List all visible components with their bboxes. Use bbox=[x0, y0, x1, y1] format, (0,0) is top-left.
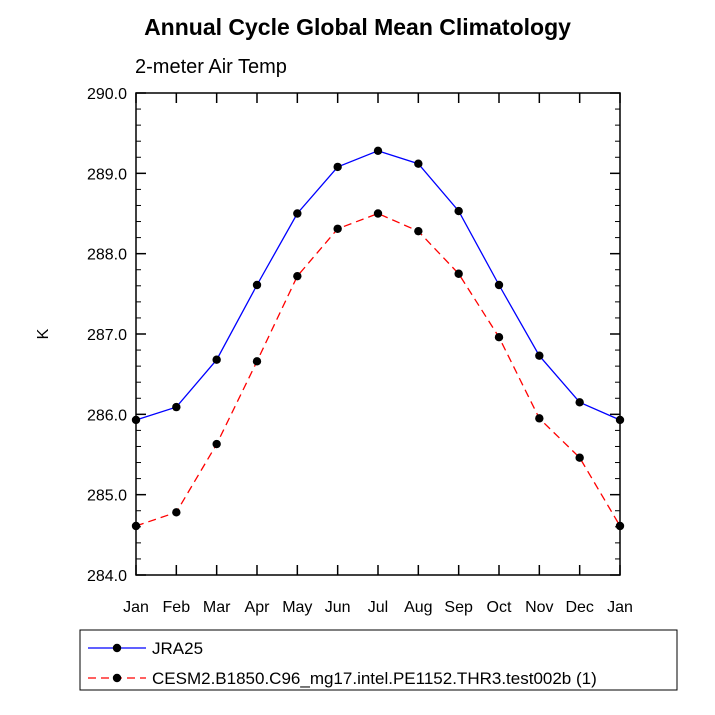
chart-subtitle: 2-meter Air Temp bbox=[135, 56, 287, 78]
x-tick-label: Apr bbox=[245, 599, 271, 616]
data-point-series-2 bbox=[373, 209, 383, 218]
data-point-series-2 bbox=[172, 508, 181, 517]
series-layer bbox=[131, 146, 625, 531]
data-point-series-1 bbox=[252, 280, 262, 290]
legend-items: JRA25 CESM2.B1850.C96_mg17.intel.PE1152.T… bbox=[88, 639, 597, 688]
x-tick-label: Dec bbox=[565, 599, 593, 616]
x-tick-label: Jul bbox=[368, 599, 388, 616]
data-point-series-1 bbox=[575, 398, 584, 407]
y-tick-label: 287.0 bbox=[87, 327, 127, 344]
data-point-series-1 bbox=[373, 146, 383, 156]
data-point-series-1 bbox=[333, 162, 342, 172]
axes: 284.0 285.0 286.0 287.0 288.0 289.0 290.0 Jan Fe… bbox=[87, 86, 633, 616]
data-point-series-1 bbox=[212, 355, 221, 364]
data-point-series-2 bbox=[575, 453, 584, 462]
data-point-series-2 bbox=[414, 226, 423, 236]
data-point-series-1 bbox=[172, 402, 181, 412]
data-point-series-1 bbox=[131, 415, 141, 425]
y-tick-label: 290.0 bbox=[87, 86, 127, 103]
series-line-1 bbox=[135, 150, 621, 421]
x-tick-label: Jan bbox=[607, 599, 633, 616]
data-point-series-2 bbox=[615, 521, 625, 531]
y-tick-label: 288.0 bbox=[87, 247, 127, 264]
y-axis-label: K bbox=[35, 328, 52, 339]
data-point-series-1 bbox=[535, 351, 544, 360]
data-point-series-2 bbox=[454, 269, 463, 278]
legend: JRA25 CESM2.B1850.C96_mg17.intel.PE1152.T… bbox=[79, 629, 678, 691]
x-tick-label: Jan bbox=[123, 599, 149, 616]
x-tick-label: Mar bbox=[203, 599, 231, 616]
y-tick-label: 286.0 bbox=[87, 407, 127, 424]
legend-box bbox=[79, 629, 678, 691]
x-tick-label: Aug bbox=[404, 599, 432, 616]
data-point-series-1 bbox=[293, 209, 302, 218]
x-tick-label: May bbox=[282, 599, 312, 616]
chart-title: Annual Cycle Global Mean Climatology bbox=[144, 14, 571, 40]
legend-marker-2 bbox=[112, 673, 122, 683]
x-tick-label: Jun bbox=[325, 599, 351, 616]
legend-label-1: JRA25 bbox=[152, 639, 203, 658]
x-tick-label: Oct bbox=[487, 599, 512, 616]
y-tick-label: 289.0 bbox=[87, 166, 127, 183]
data-point-series-2 bbox=[252, 357, 262, 366]
data-point-series-2 bbox=[535, 414, 544, 423]
data-point-series-1 bbox=[494, 280, 504, 290]
data-point-series-1 bbox=[454, 206, 463, 216]
data-point-series-2 bbox=[131, 521, 141, 531]
data-point-series-1 bbox=[414, 159, 423, 168]
data-point-series-2 bbox=[212, 439, 221, 449]
legend-label-2: CESM2.B1850.C96_mg17.intel.PE1152.THR3.t… bbox=[152, 669, 597, 688]
data-point-series-2 bbox=[494, 333, 504, 342]
x-tick-label: Feb bbox=[163, 599, 191, 616]
plot-frame bbox=[135, 92, 621, 576]
y-tick-label: 284.0 bbox=[87, 568, 127, 585]
data-point-series-2 bbox=[293, 271, 302, 281]
data-point-series-2 bbox=[333, 224, 342, 233]
y-tick-label: 285.0 bbox=[87, 488, 127, 505]
x-tick-label: Nov bbox=[525, 599, 553, 616]
data-point-series-1 bbox=[615, 415, 625, 425]
legend-marker-1 bbox=[112, 643, 122, 653]
x-tick-label: Sep bbox=[444, 599, 473, 616]
